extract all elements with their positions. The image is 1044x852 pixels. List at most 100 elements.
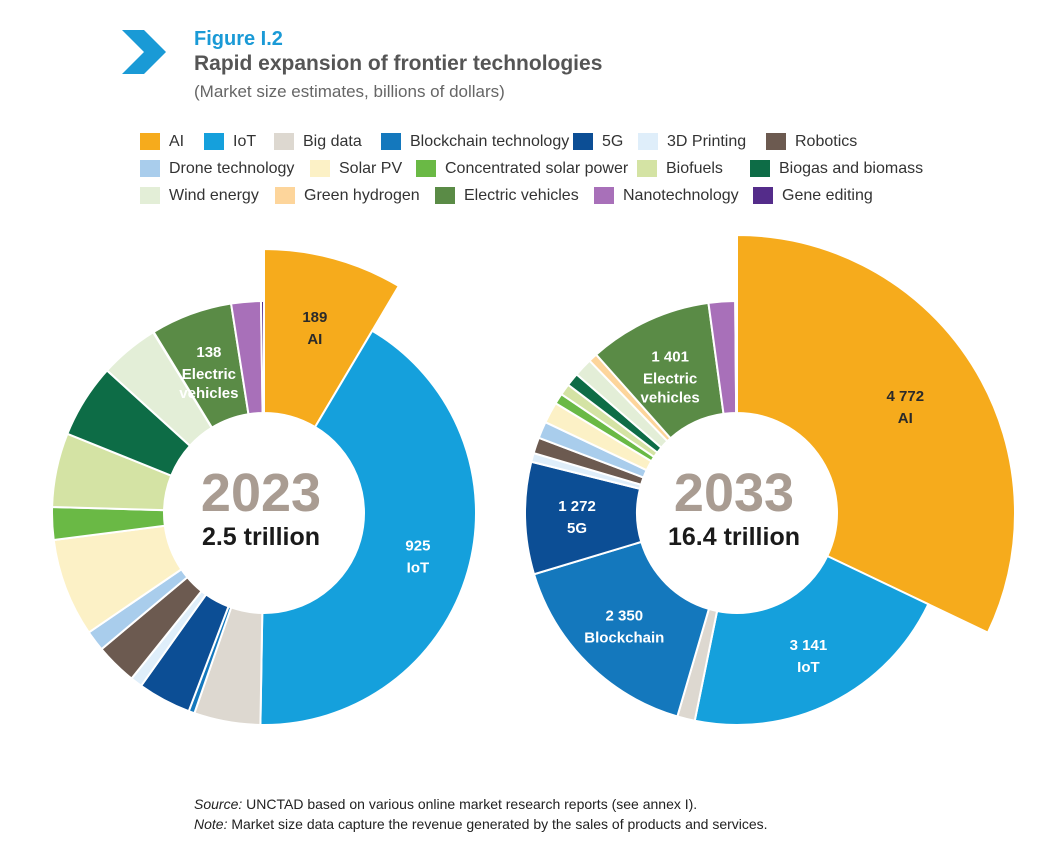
- slice-name-label: Blockchain: [584, 630, 664, 647]
- legend-label: Wind energy: [169, 186, 259, 204]
- legend-item-drone: Drone technology: [140, 160, 310, 178]
- legend-label: Biogas and biomass: [779, 159, 924, 177]
- slice-iot: [693, 554, 930, 726]
- slice-value-label: 925: [405, 538, 430, 555]
- legend-label: IoT: [233, 132, 257, 150]
- legend-label: Concentrated solar power: [445, 159, 629, 177]
- legend-item-solar-pv: Solar PV: [310, 160, 416, 178]
- legend-item-biofuels: Biofuels: [637, 160, 750, 178]
- slice-name-label: AI: [898, 410, 913, 427]
- legend-swatch: [573, 133, 593, 150]
- year-label: 2033: [674, 463, 794, 523]
- note-text: Market size data capture the revenue gen…: [227, 816, 768, 832]
- slice-name-label: IoT: [797, 659, 820, 676]
- legend-label: Blockchain technology: [410, 132, 570, 150]
- legend-swatch: [140, 160, 160, 177]
- slice-value-label: 1 272: [558, 498, 596, 515]
- legend-item-biogas: Biogas and biomass: [750, 160, 923, 178]
- figure-subtitle: (Market size estimates, billions of doll…: [194, 82, 505, 101]
- legend-swatch: [638, 133, 658, 150]
- slice-gene-editing: [259, 299, 265, 415]
- slice-name-label: 5G: [567, 520, 587, 537]
- legend-item-big-data: Big data: [274, 133, 381, 151]
- figure-title: Rapid expansion of frontier technologies: [194, 52, 603, 75]
- legend-swatch: [435, 187, 455, 204]
- donut-chart-2033: 4 772 AI 3 141 IoT 2 350 Blockchain 1 272 5G 1 4…: [524, 233, 1016, 726]
- note-prefix: Note:: [194, 816, 228, 832]
- legend-label: 5G: [602, 132, 624, 150]
- slice-blockchain-technology: [532, 540, 711, 718]
- source-prefix: Source:: [194, 796, 243, 812]
- donut-hole: [165, 414, 363, 612]
- legend-swatch: [381, 133, 401, 150]
- legend-item-ev: Electric vehicles: [435, 187, 594, 205]
- figure-footer: Source: UNCTAD based on various online m…: [194, 794, 768, 834]
- source-text: UNCTAD based on various online market re…: [242, 796, 698, 812]
- slice-name-label: Electric: [643, 371, 697, 388]
- legend-label: Biofuels: [666, 159, 723, 177]
- year-label: 2023: [201, 463, 321, 523]
- legend-item-nanotech: Nanotechnology: [594, 187, 753, 205]
- slice-iot: [259, 329, 477, 726]
- legend-label: Green hydrogen: [304, 186, 420, 204]
- legend-label: Big data: [303, 132, 362, 150]
- slice-name-label: vehicles: [179, 385, 238, 402]
- legend-label: Electric vehicles: [464, 186, 579, 204]
- legend-swatch: [750, 160, 770, 177]
- source-line: Source: UNCTAD based on various online m…: [194, 794, 768, 814]
- slice-value-label: 1 401: [651, 349, 689, 366]
- legend-label: Robotics: [795, 132, 858, 150]
- legend-label: 3D Printing: [667, 132, 747, 150]
- slice-gene-editing: [734, 299, 738, 415]
- slice-ai: [736, 233, 1016, 634]
- legend-label: Gene editing: [782, 186, 873, 204]
- legend-label: AI: [169, 132, 185, 150]
- legend-swatch: [140, 133, 160, 150]
- legend-item-blockchain: Blockchain technology: [381, 133, 573, 151]
- slice-value-label: 4 772: [887, 388, 925, 405]
- legend-row: Wind energy Green hydrogen Electric vehi…: [140, 182, 923, 209]
- slice-name-label: Electric: [182, 366, 236, 383]
- total-label: 2.5 trillion: [202, 523, 320, 551]
- legend-swatch: [275, 187, 295, 204]
- slice-value-label: 138: [196, 344, 221, 361]
- slice-value-label: 2 350: [606, 608, 644, 625]
- legend-swatch: [140, 187, 160, 204]
- note-line: Note: Market size data capture the reven…: [194, 814, 768, 834]
- legend-row: AI IoT Big data Blockchain technology 5G…: [140, 128, 923, 155]
- legend-item-green-hydrogen: Green hydrogen: [275, 187, 435, 205]
- chevron-right-icon: [122, 30, 166, 74]
- legend-label: Nanotechnology: [623, 186, 739, 204]
- slice-ai: [263, 247, 401, 429]
- slice-value-label: 189: [302, 309, 327, 326]
- legend-item-gene-editing: Gene editing: [753, 187, 873, 205]
- legend-item-robotics: Robotics: [766, 133, 857, 151]
- legend-item-3d-printing: 3D Printing: [638, 133, 766, 151]
- legend-item-wind: Wind energy: [140, 187, 275, 205]
- slice-name-label: vehicles: [641, 390, 700, 407]
- total-label: 16.4 trillion: [668, 523, 800, 551]
- legend-swatch: [310, 160, 330, 177]
- legend-label: Solar PV: [339, 159, 403, 177]
- figure-label: Figure I.2: [194, 28, 283, 50]
- legend-item-iot: IoT: [204, 133, 274, 151]
- legend-item-ai: AI: [140, 133, 204, 151]
- legend-swatch: [204, 133, 224, 150]
- legend-swatch: [753, 187, 773, 204]
- slice-value-label: 3 141: [790, 637, 828, 654]
- legend-swatch: [416, 160, 436, 177]
- legend-label: Drone technology: [169, 159, 295, 177]
- legend-swatch: [594, 187, 614, 204]
- legend-row: Drone technology Solar PV Concentrated s…: [140, 155, 923, 182]
- legend-swatch: [274, 133, 294, 150]
- legend-item-5g: 5G: [573, 133, 638, 151]
- legend-swatch: [766, 133, 786, 150]
- slice-name-label: AI: [307, 331, 322, 348]
- legend-item-csp: Concentrated solar power: [416, 160, 637, 178]
- donut-hole: [638, 414, 836, 612]
- legend-swatch: [637, 160, 657, 177]
- legend: AI IoT Big data Blockchain technology 5G…: [140, 128, 923, 209]
- slice-name-label: IoT: [407, 560, 430, 577]
